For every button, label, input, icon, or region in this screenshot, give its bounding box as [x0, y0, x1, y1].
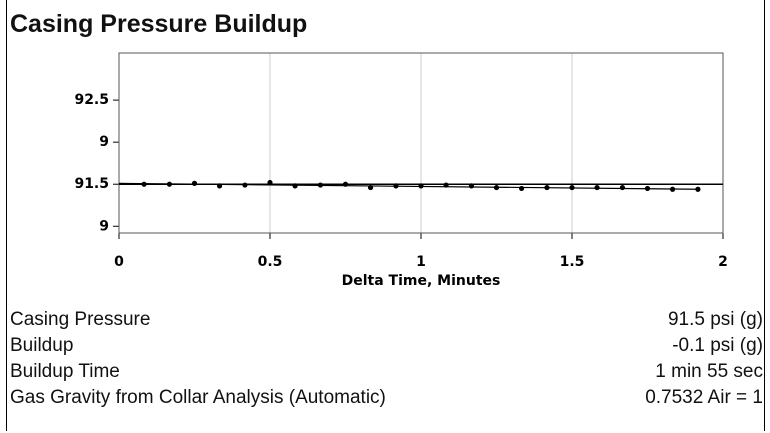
panel [6, 0, 765, 431]
data-point [569, 184, 575, 191]
x-tick-label: 2 [718, 254, 728, 270]
x-tick-label: 0.5 [258, 254, 283, 270]
info-label: Buildup Time [10, 361, 120, 382]
info-value: 91.5 psi (g) [667, 309, 763, 330]
data-point [695, 186, 701, 192]
data-point [518, 185, 525, 192]
data-point [166, 181, 173, 187]
data-point [443, 182, 449, 188]
data-point [468, 183, 475, 189]
y-tick-label: 9 [99, 134, 109, 150]
data-point [292, 183, 298, 189]
data-point [544, 184, 550, 191]
info-label: Buildup [10, 335, 74, 356]
data-point [191, 180, 198, 186]
data-point [317, 182, 324, 188]
info-label: Gas Gravity from Collar Analysis (Automa… [10, 387, 386, 408]
data-point [242, 182, 248, 188]
data-point [619, 184, 626, 191]
data-point [644, 185, 651, 192]
x-axis-label: Delta Time, Minutes [342, 273, 501, 289]
data-point [418, 183, 424, 189]
x-tick-label: 1.5 [560, 254, 585, 270]
trend-line [118, 182, 698, 190]
x-tick-label: 1 [416, 254, 426, 270]
data-point [493, 184, 500, 191]
panel-title: Casing Pressure Buildup [10, 10, 308, 38]
data-point [267, 179, 273, 186]
plot-frame [118, 52, 724, 234]
data-point [141, 181, 147, 187]
info-value: 1 min 55 sec [655, 361, 763, 382]
data-point [669, 186, 676, 192]
y-tick-label: 9 [99, 218, 109, 234]
data-point [367, 184, 374, 191]
y-tick-label: 91.5 [74, 176, 109, 192]
data-point [342, 181, 349, 187]
y-tick-label: 92.5 [74, 92, 109, 108]
data-point [216, 183, 223, 189]
info-value: -0.1 psi (g) [672, 335, 763, 356]
info-label: Casing Pressure [10, 309, 151, 330]
data-point [393, 183, 399, 189]
data-point [594, 184, 600, 191]
info-value: 0.7532 Air = 1 [645, 387, 763, 408]
x-tick-label: 0 [114, 254, 124, 270]
